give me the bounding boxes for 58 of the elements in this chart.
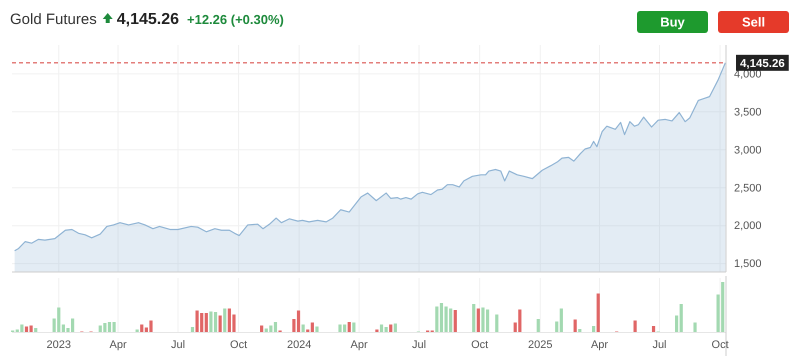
chart-title: Gold Futures	[10, 11, 97, 28]
bar	[352, 322, 356, 332]
bar	[536, 319, 540, 332]
x-tick-label: Oct	[471, 338, 488, 351]
bar	[652, 326, 656, 332]
bar	[574, 320, 577, 332]
bar	[108, 322, 112, 332]
sell-button: Sell	[718, 11, 789, 33]
bar	[495, 314, 498, 332]
y-tick-label: 3,000	[734, 144, 762, 156]
text: 4,145.26	[116, 11, 180, 28]
y-tick-label: 2,000	[734, 220, 762, 232]
bar	[348, 322, 351, 332]
x-tick-label: Apr	[109, 338, 127, 351]
text: +12.26 (+0.30%)	[187, 12, 284, 27]
bar	[338, 324, 342, 332]
bar	[149, 320, 153, 332]
bar	[486, 310, 490, 332]
bar	[260, 326, 264, 332]
buy-button: Buy	[637, 11, 708, 33]
bar	[112, 322, 116, 332]
y-tick-label: 2,500	[734, 182, 762, 194]
x-tick-label: Jul	[652, 338, 667, 351]
bar	[214, 312, 218, 332]
x-tick-label: 2025	[528, 338, 552, 351]
x-tick-label: Apr	[350, 338, 368, 351]
bar	[472, 304, 476, 332]
bar	[596, 294, 600, 332]
bar	[209, 312, 213, 332]
x-tick-label: Oct	[230, 338, 248, 351]
x-tick-label: 2023	[46, 338, 72, 351]
bar	[454, 310, 457, 332]
bar	[389, 324, 392, 332]
x-tick-label: Jul	[412, 338, 426, 351]
x-tick-label: Jul	[170, 338, 186, 351]
bar	[592, 326, 596, 332]
bar	[223, 308, 226, 332]
bar	[190, 327, 194, 332]
x-tick-label: Apr	[590, 338, 608, 351]
bar	[34, 328, 38, 332]
bar	[380, 324, 384, 332]
bar	[634, 320, 637, 332]
bar	[578, 329, 582, 332]
y-tick-label: 3,500	[734, 106, 762, 118]
bar	[693, 322, 697, 332]
bar	[218, 316, 222, 332]
x-tick-label: 2024	[286, 338, 312, 351]
y-tick-label: 1,500	[734, 258, 762, 270]
bar	[476, 308, 480, 332]
x-tick-label: Oct	[712, 338, 729, 351]
bar	[302, 324, 305, 332]
ref-line-label: 4,145.26	[740, 58, 785, 70]
bar	[394, 324, 397, 332]
bar	[315, 326, 319, 332]
bar	[24, 326, 28, 332]
bar	[274, 322, 278, 332]
bar	[481, 308, 485, 332]
bar	[296, 310, 300, 332]
